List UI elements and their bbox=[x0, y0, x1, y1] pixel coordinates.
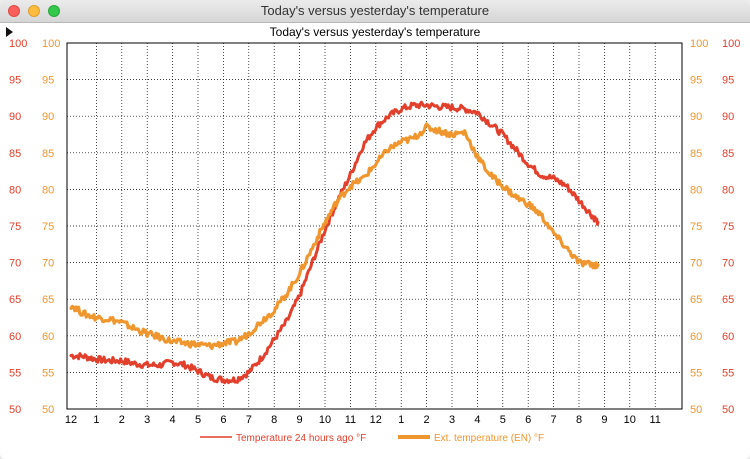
y-tick-label-right-ext: 95 bbox=[690, 75, 702, 87]
y-tick-label-right: 60 bbox=[722, 331, 734, 343]
x-tick-label: 12 bbox=[65, 414, 77, 426]
zoom-window-button[interactable] bbox=[48, 5, 60, 17]
legend-label-today: Ext. temperature (EN) °F bbox=[434, 433, 544, 444]
x-tick-label: 7 bbox=[551, 414, 557, 426]
y-tick-label-left-ext: 60 bbox=[42, 331, 54, 343]
y-tick-label-right: 50 bbox=[722, 404, 734, 416]
y-tick-label-right: 65 bbox=[722, 294, 734, 306]
y-tick-label-left-ext: 85 bbox=[42, 148, 54, 160]
title-bar[interactable]: Today's versus yesterday's temperature bbox=[0, 0, 750, 23]
y-tick-label-left: 50 bbox=[9, 404, 21, 416]
x-tick-label: 5 bbox=[195, 414, 201, 426]
y-tick-label-left-ext: 55 bbox=[42, 367, 54, 379]
x-tick-label: 10 bbox=[319, 414, 331, 426]
close-window-button[interactable] bbox=[8, 5, 20, 17]
y-tick-label-left: 55 bbox=[9, 367, 21, 379]
y-tick-label-left: 60 bbox=[9, 331, 21, 343]
y-tick-label-right-ext: 65 bbox=[690, 294, 702, 306]
x-tick-label: 8 bbox=[271, 414, 277, 426]
x-tick-label: 4 bbox=[474, 414, 480, 426]
minimize-window-button[interactable] bbox=[28, 5, 40, 17]
x-tick-label: 3 bbox=[144, 414, 150, 426]
y-tick-label-left-ext: 65 bbox=[42, 294, 54, 306]
y-tick-label-right: 70 bbox=[722, 258, 734, 270]
x-tick-label: 5 bbox=[500, 414, 506, 426]
y-tick-label-right-ext: 55 bbox=[690, 367, 702, 379]
y-tick-label-right-ext: 70 bbox=[690, 258, 702, 270]
x-tick-label: 12 bbox=[370, 414, 382, 426]
y-tick-label-right-ext: 75 bbox=[690, 221, 702, 233]
x-tick-label: 8 bbox=[576, 414, 582, 426]
y-tick-label-left: 100 bbox=[9, 38, 27, 50]
y-tick-label-right: 100 bbox=[722, 38, 740, 50]
x-tick-label: 9 bbox=[601, 414, 607, 426]
y-tick-label-right-ext: 80 bbox=[690, 184, 702, 196]
y-tick-label-right: 85 bbox=[722, 148, 734, 160]
y-tick-label-left-ext: 75 bbox=[42, 221, 54, 233]
y-tick-label-right: 55 bbox=[722, 367, 734, 379]
y-tick-label-right-ext: 50 bbox=[690, 404, 702, 416]
x-tick-label: 3 bbox=[449, 414, 455, 426]
series-line-yesterday bbox=[69, 100, 600, 385]
x-tick-label: 2 bbox=[119, 414, 125, 426]
y-tick-label-left: 65 bbox=[9, 294, 21, 306]
chart-area: Today's versus yesterday's temperature 5… bbox=[0, 23, 750, 459]
x-tick-label: 1 bbox=[398, 414, 404, 426]
y-tick-label-right: 90 bbox=[722, 111, 734, 123]
window-title: Today's versus yesterday's temperature bbox=[260, 3, 490, 18]
x-tick-label: 1 bbox=[93, 414, 99, 426]
y-tick-label-left: 95 bbox=[9, 75, 21, 87]
x-tick-label: 7 bbox=[246, 414, 252, 426]
chart-legend: Temperature 24 hours ago °F Ext. tempera… bbox=[200, 433, 544, 444]
y-tick-label-left-ext: 90 bbox=[42, 111, 54, 123]
y-tick-label-right-ext: 85 bbox=[690, 148, 702, 160]
chart-title: Today's versus yesterday's temperature bbox=[270, 25, 481, 39]
chart-grid bbox=[67, 43, 682, 409]
y-tick-label-left: 85 bbox=[9, 148, 21, 160]
y-tick-label-left-ext: 95 bbox=[42, 75, 54, 87]
x-tick-label: 9 bbox=[297, 414, 303, 426]
y-tick-label-right-ext: 90 bbox=[690, 111, 702, 123]
y-tick-label-left-ext: 100 bbox=[42, 38, 60, 50]
y-tick-label-left-ext: 80 bbox=[42, 184, 54, 196]
plot-frame bbox=[66, 42, 683, 410]
x-tick-label: 6 bbox=[220, 414, 226, 426]
temperature-chart: Today's versus yesterday's temperature 5… bbox=[9, 25, 740, 444]
y-tick-label-left-ext: 50 bbox=[42, 404, 54, 416]
y-tick-label-left: 80 bbox=[9, 184, 21, 196]
y-tick-label-right-ext: 60 bbox=[690, 331, 702, 343]
x-tick-label: 11 bbox=[345, 414, 356, 426]
legend-label-yesterday: Temperature 24 hours ago °F bbox=[236, 433, 366, 444]
y-tick-label-left: 90 bbox=[9, 111, 21, 123]
x-tick-label: 4 bbox=[170, 414, 176, 426]
x-tick-label: 6 bbox=[525, 414, 531, 426]
y-tick-label-left: 75 bbox=[9, 221, 21, 233]
y-tick-label-right: 95 bbox=[722, 75, 734, 87]
y-tick-label-right: 75 bbox=[722, 221, 734, 233]
x-tick-label: 10 bbox=[624, 414, 636, 426]
x-tick-label: 11 bbox=[649, 414, 660, 426]
y-tick-label-right-ext: 100 bbox=[690, 38, 708, 50]
chart-menu-arrow-icon[interactable] bbox=[6, 27, 13, 37]
series-line-today bbox=[69, 122, 600, 350]
y-tick-label-left: 70 bbox=[9, 258, 21, 270]
y-tick-label-right: 80 bbox=[722, 184, 734, 196]
y-tick-label-left-ext: 70 bbox=[42, 258, 54, 270]
x-tick-label: 2 bbox=[424, 414, 430, 426]
series-lines bbox=[69, 100, 600, 385]
